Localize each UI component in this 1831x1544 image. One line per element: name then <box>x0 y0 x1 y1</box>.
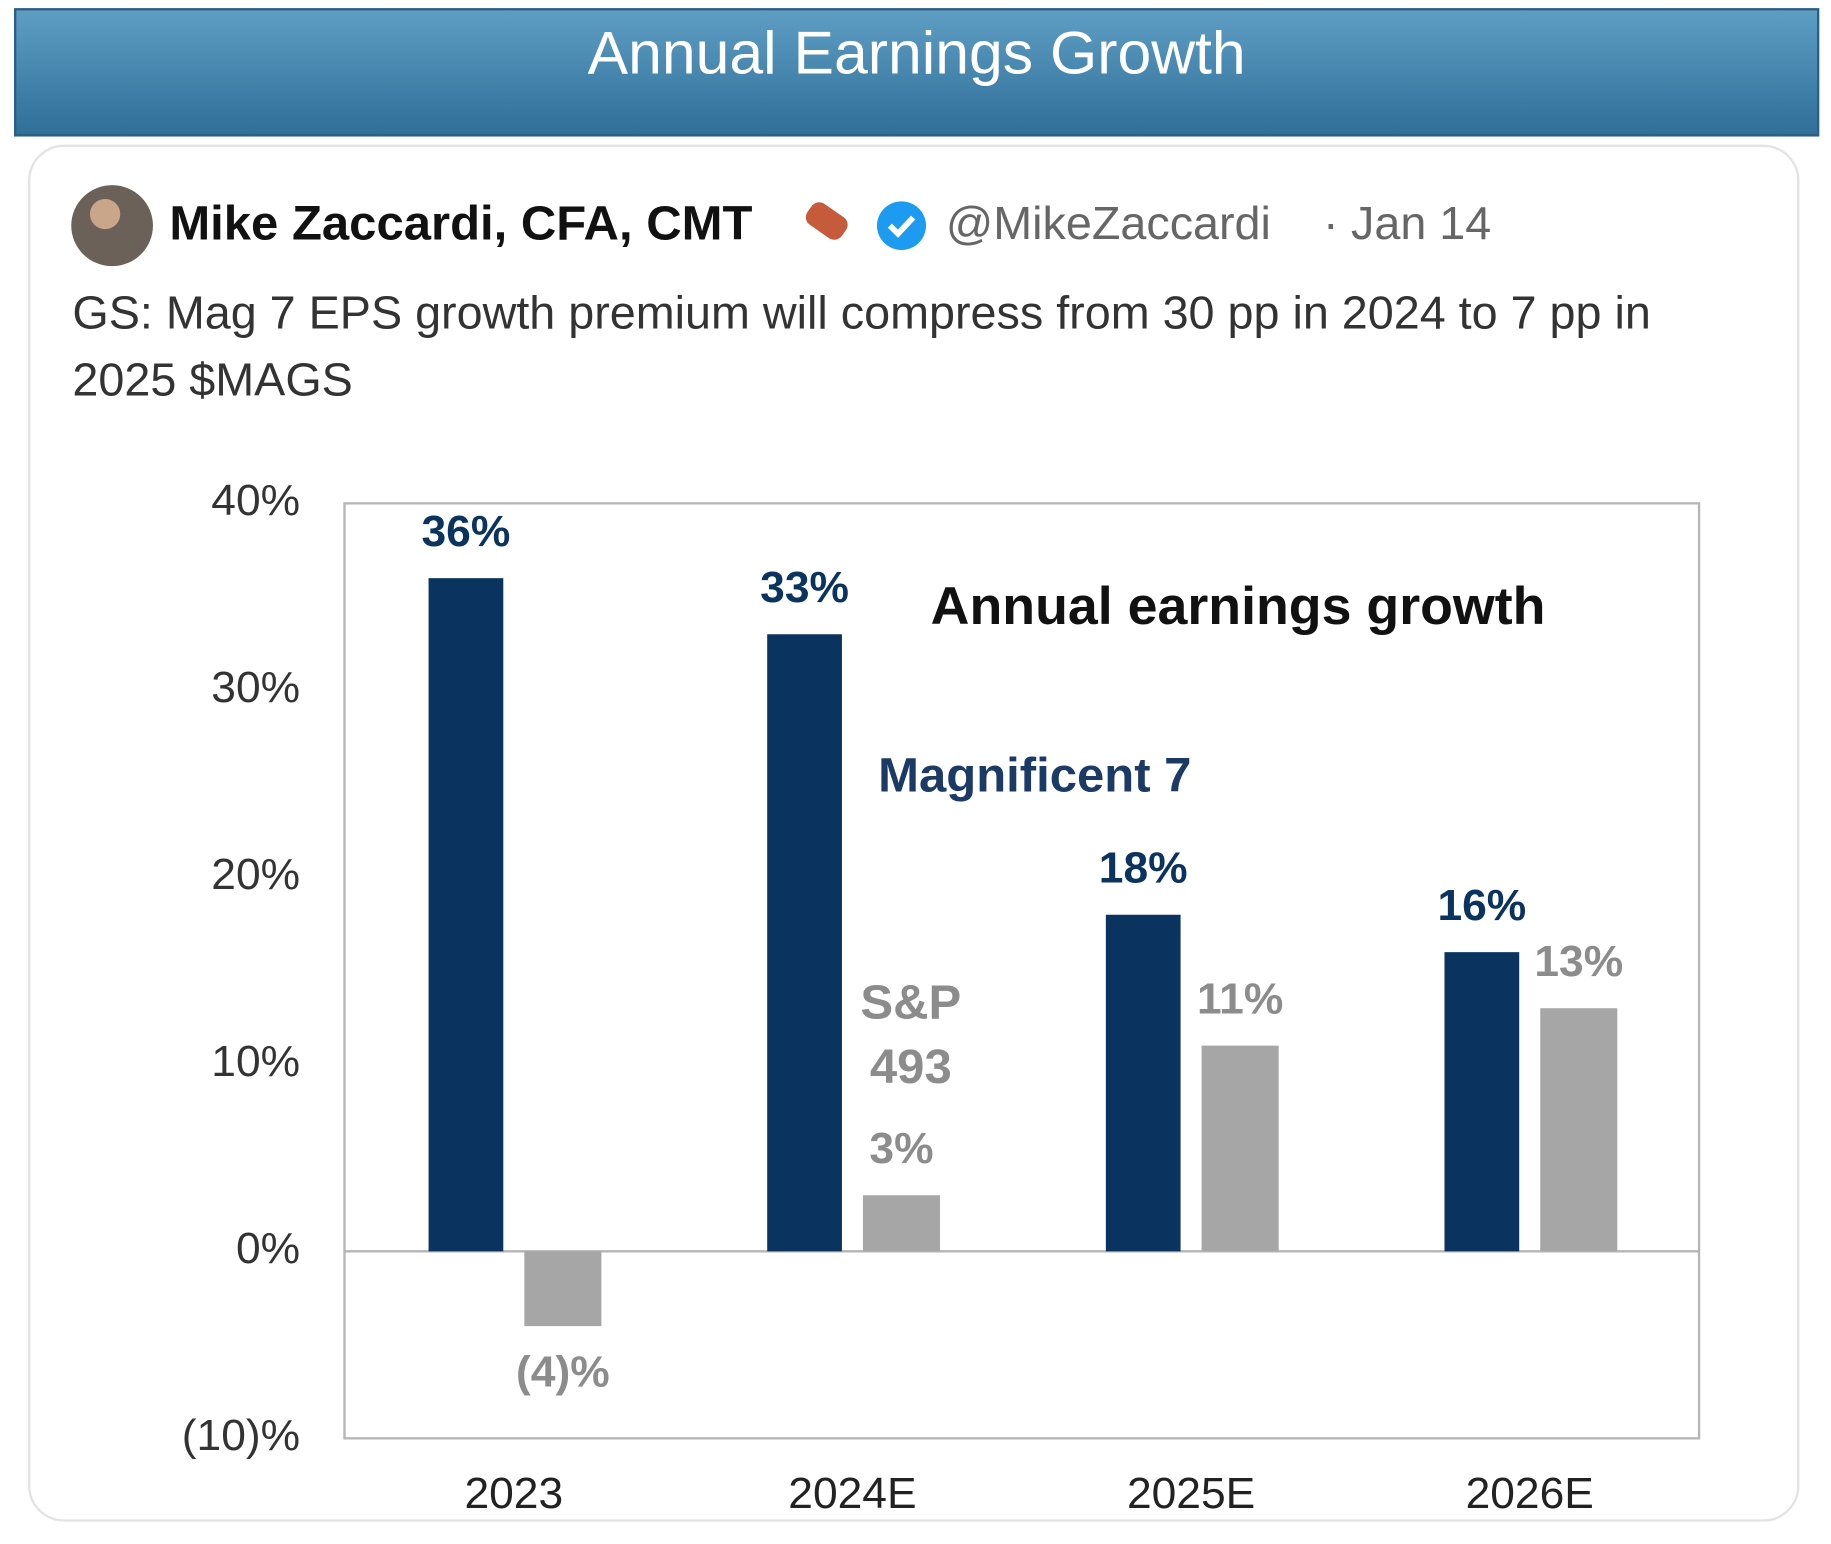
value-label: 33% <box>760 563 849 612</box>
y-tick-label: 10% <box>211 1037 300 1086</box>
bar <box>428 578 504 1252</box>
separator: · <box>1323 197 1339 249</box>
value-label: 18% <box>1099 844 1188 893</box>
legend-box: S&P 493 <box>860 974 962 1094</box>
banner-title: Annual Earnings Growth <box>588 19 1246 87</box>
banner <box>14 8 1820 137</box>
bar <box>862 1195 941 1252</box>
date[interactable]: Jan 14 <box>1351 197 1491 249</box>
legend-label: S&P 493 <box>860 974 962 1094</box>
value-label: 3% <box>869 1124 933 1173</box>
y-tick-label: 40% <box>211 476 300 525</box>
avatar-face <box>89 199 121 230</box>
legend-label: Magnificent 7 <box>878 749 1191 803</box>
emoji-icon <box>805 202 848 240</box>
x-tick-label: 2024E <box>788 1469 916 1518</box>
y-tick-label: 30% <box>211 663 300 712</box>
y-tick-label: 0% <box>236 1224 300 1273</box>
verified-check <box>887 215 916 238</box>
bar <box>767 634 842 1252</box>
value-label: 13% <box>1534 937 1623 986</box>
bar <box>524 1251 602 1327</box>
verified-badge <box>876 201 927 250</box>
value-label: (4)% <box>516 1348 610 1397</box>
value-label: 11% <box>1197 974 1283 1023</box>
bar <box>1444 952 1520 1252</box>
value-label: 16% <box>1437 881 1526 930</box>
author-name[interactable]: Mike Zaccardi, CFA, CMT <box>169 197 752 251</box>
value-label: 36% <box>422 507 511 556</box>
y-tick-label: 20% <box>211 850 300 899</box>
bar <box>1201 1045 1279 1252</box>
bar <box>1540 1008 1618 1252</box>
tweet-text: GS: Mag 7 EPS growth premium will compre… <box>72 288 1651 407</box>
x-tick-label: 2026E <box>1466 1469 1594 1518</box>
y-tick-label: (10)% <box>182 1411 300 1460</box>
chart-title: Annual earnings growth <box>931 577 1546 636</box>
x-tick-label: 2023 <box>464 1469 563 1518</box>
tweet-text-box: GS: Mag 7 EPS growth premium will compre… <box>72 288 1651 407</box>
handle[interactable]: @MikeZaccardi <box>946 197 1271 249</box>
bar <box>1105 914 1181 1252</box>
x-tick-label: 2025E <box>1127 1469 1255 1518</box>
